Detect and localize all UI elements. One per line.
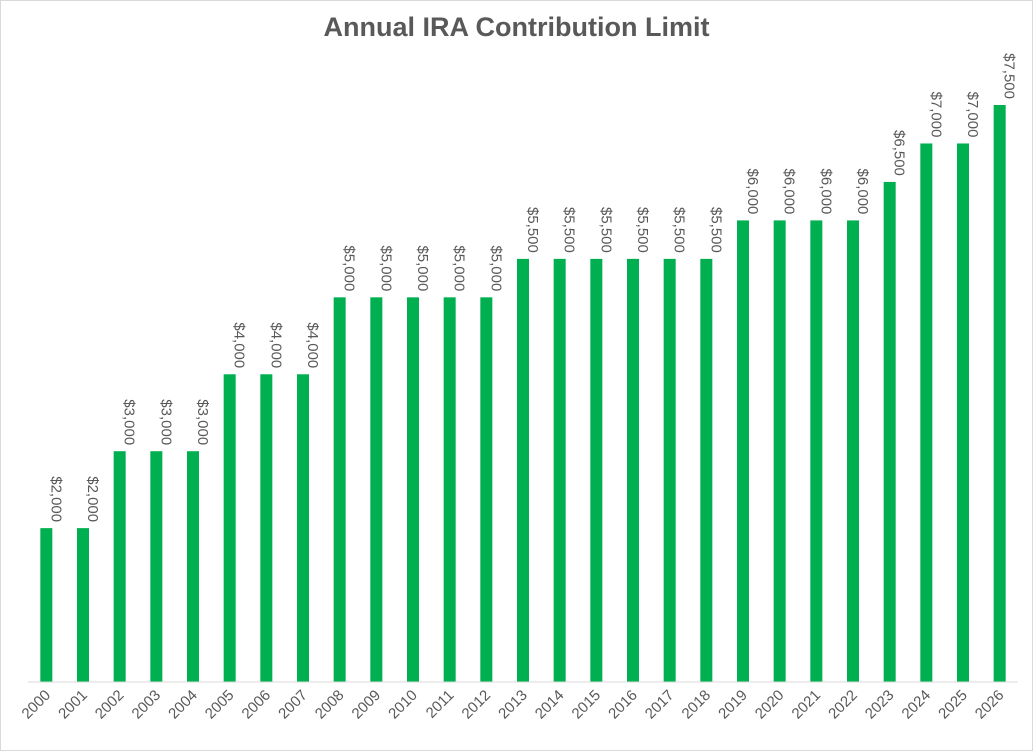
data-label-2018: $5,500 — [707, 207, 724, 253]
x-tick-2026: 2026 — [972, 687, 1008, 723]
bar-2004 — [187, 451, 199, 682]
bar-2010 — [407, 297, 419, 682]
data-label-2000: $2,000 — [47, 476, 64, 522]
data-label-2001: $2,000 — [84, 476, 101, 522]
bar-2014 — [553, 258, 566, 682]
data-label-2024: $7,000 — [927, 92, 944, 138]
x-tick-2009: 2009 — [349, 687, 385, 723]
data-label-2010: $5,000 — [414, 245, 431, 291]
data-label-2025: $7,000 — [964, 92, 981, 138]
data-label-2005: $4,000 — [231, 322, 248, 368]
x-tick-2000: 2000 — [19, 687, 55, 723]
x-tick-2011: 2011 — [423, 687, 458, 722]
bar-2003 — [150, 451, 163, 682]
x-tick-2021: 2021 — [789, 687, 825, 723]
x-tick-2012: 2012 — [459, 687, 495, 723]
x-tick-2015: 2015 — [569, 687, 605, 723]
bar-2020 — [773, 220, 786, 682]
x-tick-2001: 2001 — [55, 687, 91, 723]
data-label-2019: $6,000 — [744, 169, 761, 215]
bar-2006 — [260, 374, 273, 682]
data-label-2007: $4,000 — [304, 322, 321, 368]
x-tick-2018: 2018 — [679, 687, 715, 723]
bar-2011 — [443, 297, 456, 682]
data-label-2006: $4,000 — [267, 322, 284, 368]
x-tick-2006: 2006 — [239, 687, 275, 723]
x-tick-2016: 2016 — [605, 687, 641, 723]
x-tick-2025: 2025 — [935, 687, 971, 723]
data-label-2023: $6,500 — [891, 130, 908, 176]
data-label-2003: $3,000 — [157, 399, 174, 445]
x-tick-2023: 2023 — [862, 687, 898, 723]
x-tick-2019: 2019 — [715, 687, 751, 723]
x-tick-2005: 2005 — [202, 687, 238, 723]
data-label-2011: $5,000 — [451, 245, 468, 291]
data-label-2004: $3,000 — [194, 399, 211, 445]
x-tick-2017: 2017 — [642, 687, 678, 723]
bar-2017 — [663, 258, 676, 682]
data-label-2012: $5,000 — [487, 245, 504, 291]
chart-title: Annual IRA Contribution Limit — [323, 12, 710, 42]
bar-2008 — [333, 297, 346, 682]
data-label-2022: $6,000 — [854, 169, 871, 215]
bar-2009 — [370, 297, 383, 682]
bar-2026 — [993, 105, 1006, 682]
bar-2021 — [810, 220, 823, 682]
bar-2024 — [920, 143, 933, 683]
bars-group — [40, 105, 1006, 683]
data-label-2017: $5,500 — [671, 207, 688, 253]
x-tick-2004: 2004 — [165, 687, 201, 723]
bar-2000 — [40, 528, 53, 682]
bar-2018 — [700, 258, 713, 682]
bar-2005 — [223, 374, 236, 682]
data-label-2002: $3,000 — [121, 399, 138, 445]
x-tick-2010: 2010 — [385, 687, 421, 723]
data-label-2015: $5,500 — [597, 207, 614, 253]
data-label-2009: $5,000 — [377, 245, 394, 291]
x-tick-2024: 2024 — [899, 687, 935, 723]
bar-2002 — [113, 451, 126, 682]
data-label-2014: $5,500 — [561, 207, 578, 253]
data-labels-group: $2,000 $2,000 $3,000 $3,000 $3,000 $4,000 $4,0… — [47, 53, 1017, 522]
bar-2015 — [590, 258, 603, 682]
bar-2022 — [847, 220, 859, 682]
bar-2013 — [517, 258, 529, 682]
x-tick-2022: 2022 — [825, 687, 861, 723]
bar-2001 — [77, 528, 89, 682]
bar-2025 — [957, 143, 969, 683]
x-tick-2002: 2002 — [92, 687, 128, 723]
x-tick-2013: 2013 — [495, 687, 531, 723]
data-label-2016: $5,500 — [634, 207, 651, 253]
bar-2012 — [480, 297, 493, 682]
x-tick-2003: 2003 — [129, 687, 165, 723]
data-label-2008: $5,000 — [341, 245, 358, 291]
bar-2023 — [883, 181, 896, 682]
data-label-2013: $5,500 — [524, 207, 541, 253]
data-label-2020: $6,000 — [781, 169, 798, 215]
x-tick-2007: 2007 — [275, 687, 311, 723]
data-label-2026: $7,500 — [1001, 53, 1018, 99]
bar-2007 — [297, 374, 309, 682]
x-tick-labels-group: 2000 2001 2002 2003 2004 2005 2006 2007 2008 2009… — [19, 687, 1008, 723]
bar-2019 — [737, 220, 749, 682]
x-tick-2020: 2020 — [752, 687, 788, 723]
bar-2016 — [627, 258, 639, 682]
x-tick-2008: 2008 — [312, 687, 348, 723]
data-label-2021: $6,000 — [817, 169, 834, 215]
x-tick-2014: 2014 — [532, 687, 568, 723]
